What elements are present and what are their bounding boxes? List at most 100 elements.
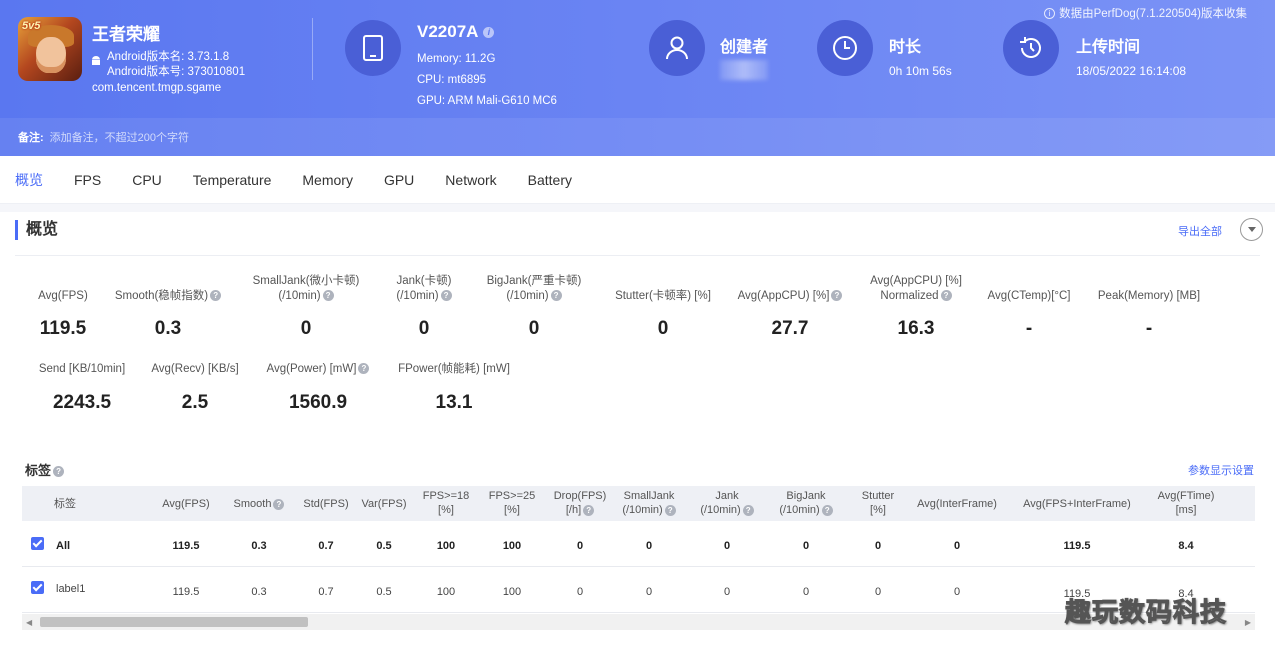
table-row[interactable]: All 119.5 0.3 0.7 0.5 100 100 0 0 0 0 0 0 119.5 8.4 [22, 521, 1255, 567]
metric-network-power-1: Send [KB/10min] 2243.5 [30, 347, 134, 418]
device-circle [345, 20, 401, 76]
tab-memory[interactable]: Memory [302, 171, 353, 188]
help-icon[interactable]: ? [940, 290, 952, 302]
metric-8: Avg(AppCPU) [%] Normalized? 16.3 [861, 274, 971, 344]
metric-3-label: (/10min)? [241, 289, 371, 304]
metric-network-power-1-label: Send [KB/10min] [38, 363, 126, 375]
android-icon [92, 56, 100, 65]
column-header: Smooth? [222, 497, 296, 511]
help-icon[interactable]: ? [742, 504, 754, 516]
export-dropdown-button[interactable] [1240, 218, 1263, 241]
creator-label: 创建者 [720, 39, 769, 56]
metric-7-value: 27.7 [771, 318, 809, 339]
help-icon[interactable]: ? [583, 504, 595, 516]
android-version-code: Android版本号: 373010801 [107, 66, 246, 78]
duration-label: 时长 [889, 39, 922, 56]
caret-down-icon [1247, 226, 1256, 232]
upload-label: 上传时间 [1076, 39, 1141, 56]
row-checkbox[interactable] [31, 581, 44, 594]
app-name: 王者荣耀 [92, 25, 160, 44]
row-label: label1 [56, 583, 86, 595]
help-icon[interactable]: ? [831, 290, 843, 302]
help-icon[interactable]: ? [273, 498, 285, 510]
metric-4-value: 0 [418, 318, 430, 339]
report-header: 5v5 王者荣耀 Android版本名: 3.73.1.8 Android版本号… [0, 0, 1275, 156]
metric-1: Avg(FPS) 119.5 [27, 274, 99, 344]
metric-9: Avg(CTemp)[°C] - [982, 274, 1076, 344]
table-cell: 100 [436, 540, 456, 552]
duration-value: 0h 10m 56s [889, 64, 952, 78]
table-cell: 100 [502, 540, 522, 552]
help-icon[interactable]: ? [821, 504, 833, 516]
device-memory: Memory: 11.2G [417, 53, 496, 65]
perfdog-note: i 数据由PerfDog(7.1.220504)版本收集 [1044, 5, 1247, 21]
column-header: Avg(FTime) [ms] [1157, 490, 1215, 516]
tab-network[interactable]: Network [445, 171, 497, 188]
overview-divider [15, 255, 1260, 256]
tab-cpu[interactable]: CPU [132, 171, 162, 188]
metric-network-power-1-value: 2243.5 [52, 392, 112, 413]
metric-8-label-line1: Avg(AppCPU) [%] [870, 275, 962, 287]
help-icon[interactable]: ? [53, 466, 65, 478]
column-header: Avg(FPS) [162, 498, 210, 510]
metric-6-value: 0 [657, 318, 669, 339]
metric-4: Jank(卡顿) (/10min)? 0 [378, 274, 470, 344]
metric-8-label: Normalized? [861, 289, 971, 304]
metric-network-power-3: Avg(Power) [mW]? 1560.9 [258, 347, 378, 418]
tab-temperature[interactable]: Temperature [192, 171, 272, 188]
help-icon[interactable]: ? [550, 290, 562, 302]
metric-5: BigJank(严重卡顿) (/10min)? 0 [474, 274, 594, 344]
tags-title-text: 标签 [25, 463, 52, 478]
row-checkbox[interactable] [31, 537, 44, 550]
device-gpu: GPU: ARM Mali-G610 MC6 [417, 95, 557, 107]
scroll-left-arrow-icon[interactable]: ◀ [26, 618, 33, 627]
horizontal-scrollbar[interactable]: ◀ ▶ [22, 614, 1255, 630]
help-icon[interactable]: ? [358, 363, 370, 375]
column-header: Avg(InterFrame) [917, 498, 997, 510]
note-input[interactable]: 添加备注，不超过200个字符 [49, 132, 190, 144]
help-icon[interactable]: ? [440, 290, 452, 302]
android-version-name: Android版本名: 3.73.1.8 [107, 51, 230, 63]
note-bar[interactable]: 备注: 添加备注，不超过200个字符 [0, 118, 1275, 156]
column-header: Drop(FPS) [/h]? [553, 490, 607, 516]
metric-5-value: 0 [528, 318, 540, 339]
tab-gpu[interactable]: GPU [383, 171, 415, 188]
upload-value: 18/05/2022 16:14:08 [1076, 64, 1187, 78]
scroll-right-arrow-icon[interactable]: ▶ [1244, 618, 1251, 627]
help-icon[interactable]: ? [322, 290, 334, 302]
metric-5-label-line1: BigJank(严重卡顿) [486, 275, 582, 287]
scrollbar-thumb[interactable] [40, 617, 308, 627]
package-name: com.tencent.tmgp.sgame [92, 82, 222, 94]
metric-1-value: 119.5 [39, 318, 87, 339]
metric-9-label: Avg(CTemp)[°C] [987, 290, 1071, 302]
table-cell: 0 [723, 540, 731, 552]
metric-6: Stutter(卡顿率) [%] 0 [604, 274, 722, 344]
column-header: SmallJank (/10min)? [622, 490, 676, 516]
tablet-icon [363, 35, 383, 61]
metric-network-power-2: Avg(Recv) [KB/s] 2.5 [146, 347, 244, 418]
metric-4-label: (/10min)? [378, 289, 470, 304]
row-label: All [56, 540, 71, 552]
table-cell: 0.7 [318, 586, 334, 598]
column-header: Jank (/10min)? [690, 489, 764, 517]
table-cell: 100 [502, 586, 522, 598]
metric-network-power-3-value: 1560.9 [288, 392, 348, 413]
column-header: Var(FPS) [361, 498, 407, 510]
param-settings-link[interactable]: 参数显示设置 [1188, 465, 1254, 477]
table-cell: 100 [436, 586, 456, 598]
tab-overview[interactable]: 概览 [15, 171, 43, 188]
export-all-link[interactable]: 导出全部 [1178, 226, 1222, 238]
table-cell: 0 [802, 540, 810, 552]
tab-battery[interactable]: Battery [527, 171, 573, 188]
table-cell: 0 [576, 540, 584, 552]
tab-fps[interactable]: FPS [74, 171, 102, 188]
metric-network-power-3-label: Avg(Power) [mW]? [258, 362, 378, 377]
table-cell: 8.4 [1178, 540, 1194, 552]
help-icon[interactable]: ? [664, 504, 676, 516]
device-info-icon[interactable]: i [483, 26, 495, 38]
table-row[interactable]: label1 119.5 0.3 0.7 0.5 100 100 0 0 0 0 0 0 119.5 8.4 [22, 567, 1255, 613]
table-cell: 0.3 [251, 540, 267, 552]
user-icon [666, 36, 688, 60]
help-icon[interactable]: ? [210, 290, 222, 302]
metric-2-label: Smooth(稳帧指数)? [108, 289, 228, 304]
